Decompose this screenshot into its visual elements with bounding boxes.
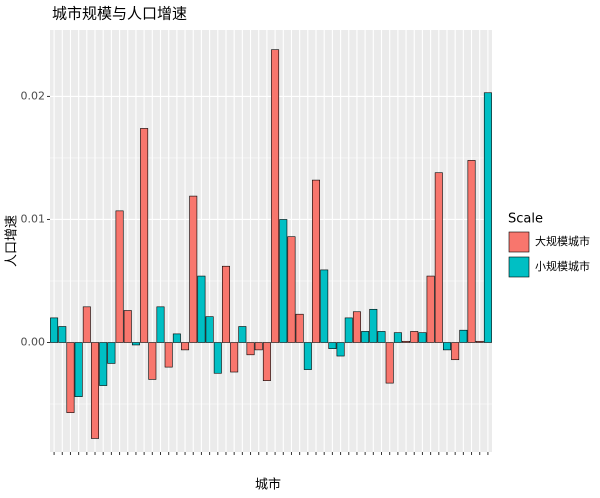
bar (336, 342, 345, 357)
bar (164, 342, 173, 368)
bar (328, 342, 337, 349)
bar (271, 49, 280, 343)
bar (181, 342, 190, 351)
bar (352, 311, 361, 343)
y-tick-label: 0.01 (21, 212, 46, 225)
bar (312, 179, 321, 343)
bar (50, 317, 59, 343)
y-axis-title: 人口增速 (5, 215, 20, 267)
y-tick-label: 0.00 (21, 336, 46, 349)
bar (99, 342, 108, 386)
bar (213, 342, 222, 374)
bar (320, 269, 329, 343)
bar (82, 306, 91, 343)
bar (467, 160, 476, 343)
bar (434, 172, 443, 343)
watermark: 知乎 @Marginal (470, 459, 584, 477)
plot-panel (50, 30, 492, 452)
chart-title: 城市规模与人口增速 (52, 5, 187, 23)
bar (393, 332, 402, 343)
bar (205, 316, 214, 343)
bar (442, 342, 451, 351)
bar (287, 236, 296, 343)
bar (107, 342, 116, 364)
y-tick-label: 0.02 (21, 89, 46, 102)
bar (418, 332, 427, 343)
x-axis-title: 城市 (255, 477, 281, 493)
bar (426, 275, 435, 343)
bar (475, 340, 484, 343)
bar (221, 265, 230, 343)
bar (254, 342, 263, 351)
bar (238, 326, 247, 343)
legend-label: 小规模城市 (535, 259, 590, 273)
bar (279, 219, 288, 343)
bar (262, 342, 271, 381)
bar (58, 326, 67, 343)
bar (66, 342, 75, 413)
bar (197, 275, 206, 343)
bar (189, 195, 198, 343)
bar (459, 329, 468, 343)
bar (74, 342, 83, 397)
bar (115, 210, 124, 343)
bar (295, 313, 304, 343)
bar (246, 342, 255, 356)
bar (148, 342, 157, 380)
bar (344, 317, 353, 343)
bar (410, 331, 419, 343)
bar (303, 342, 312, 370)
bar (123, 310, 132, 343)
legend-key (508, 256, 530, 278)
bar (131, 342, 140, 346)
bar (91, 342, 100, 439)
legend-key (508, 231, 530, 253)
bar (230, 342, 239, 373)
bar (451, 342, 460, 361)
bar (361, 331, 370, 343)
bar (172, 333, 181, 343)
plot-layer (50, 30, 492, 452)
legend-title: Scale (508, 212, 543, 227)
bar (369, 308, 378, 343)
bar (156, 306, 165, 343)
legend-label: 大规模城市 (535, 234, 590, 248)
bar (483, 92, 492, 343)
bar (385, 342, 394, 384)
bar (140, 128, 149, 343)
bar (377, 331, 386, 343)
bar (402, 340, 411, 343)
